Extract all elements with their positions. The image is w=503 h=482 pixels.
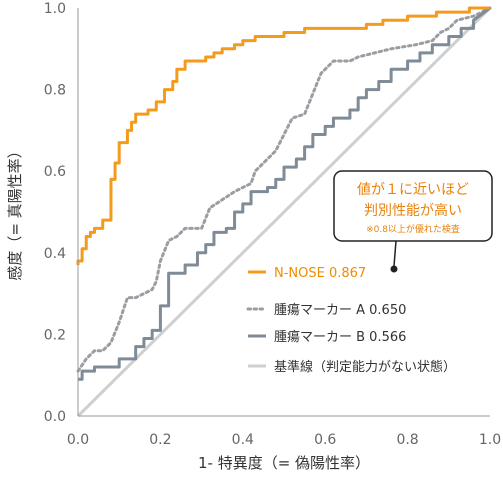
- callout-line1: 値が１に近いほど: [357, 182, 469, 198]
- series-line-2: [78, 6, 491, 381]
- series-layer: [76, 6, 492, 418]
- x-tick-labels: 0.0 0.2 0.4 0.6 0.8 1.0: [67, 432, 501, 448]
- x-tick-label: 0.2: [149, 432, 171, 448]
- legend-label-2: 腫瘍マーカー B 0.566: [274, 329, 406, 345]
- y-tick-label: 0.2: [44, 327, 66, 343]
- x-tick-label: 0.4: [232, 432, 254, 448]
- axes: [77, 8, 490, 417]
- legend-label-1: 腫瘍マーカー A 0.650: [274, 302, 406, 318]
- x-axis-title: 1- 特異度（= 偽陽性率）: [198, 454, 370, 472]
- y-tick-labels: 0.0 0.2 0.4 0.6 0.8 1.0: [44, 1, 66, 425]
- callout: 値が１に近いほど 判別性能が高い ※0.8以上が優れた検査: [333, 170, 493, 273]
- y-tick-label: 0.4: [44, 246, 66, 262]
- legend: N-NOSE 0.867 腫瘍マーカー A 0.650 腫瘍マーカー B 0.566…: [246, 266, 456, 375]
- y-tick-label: 0.8: [44, 83, 66, 99]
- x-tick-label: 0.6: [314, 432, 336, 448]
- callout-pointer-dot: [390, 265, 398, 273]
- y-tick-label: 0.0: [44, 409, 66, 425]
- series-line-1: [76, 6, 492, 373]
- x-tick-label: 1.0: [479, 432, 501, 448]
- callout-line2: 判別性能が高い: [364, 202, 462, 219]
- x-tick-label: 0.8: [396, 432, 418, 448]
- series-line-3: [76, 6, 492, 418]
- callout-note: ※0.8以上が優れた検査: [366, 223, 460, 235]
- y-tick-label: 0.6: [44, 164, 66, 180]
- legend-label-3: 基準線（判定能力がない状態）: [274, 359, 456, 375]
- legend-label-0: N-NOSE 0.867: [274, 266, 366, 281]
- y-axis-title: 感度（= 真陽性率）: [6, 143, 24, 280]
- x-tick-label: 0.0: [67, 432, 89, 448]
- series-line-0: [76, 6, 490, 266]
- y-tick-label: 1.0: [44, 1, 66, 17]
- callout-box: [333, 170, 493, 242]
- callout-pointer: [393, 240, 397, 267]
